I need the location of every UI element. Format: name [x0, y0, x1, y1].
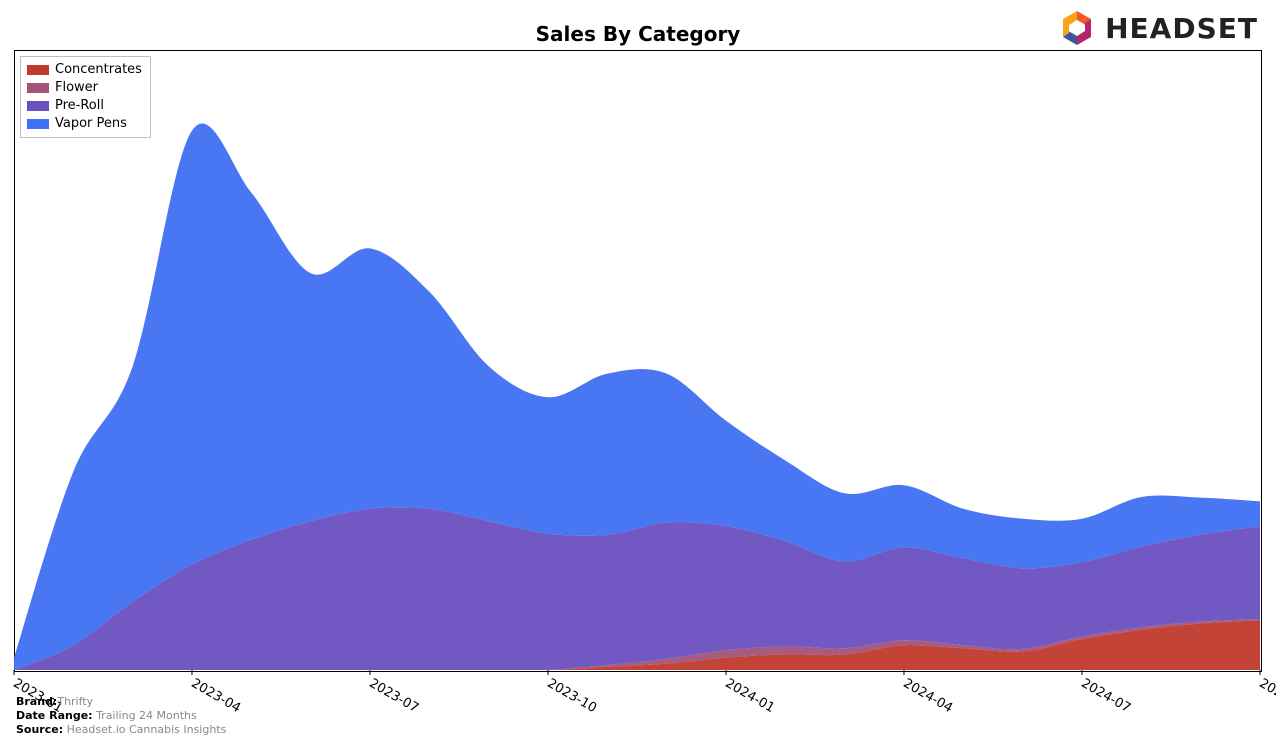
legend-swatch — [27, 119, 49, 129]
footer-range-label: Date Range: — [16, 709, 93, 722]
legend-swatch — [27, 101, 49, 111]
legend-label: Flower — [55, 79, 98, 97]
legend-entry: Pre-Roll — [27, 97, 142, 115]
legend-entry: Concentrates — [27, 61, 142, 79]
footer-source-value: Headset.io Cannabis Insights — [67, 723, 227, 736]
footer-range: Date Range: Trailing 24 Months — [16, 709, 226, 723]
footer-source-label: Source: — [16, 723, 63, 736]
footer-brand: Brand:Thrifty — [16, 695, 226, 709]
footer-range-value: Trailing 24 Months — [96, 709, 197, 722]
legend: ConcentratesFlowerPre-RollVapor Pens — [20, 56, 151, 138]
legend-entry: Flower — [27, 79, 142, 97]
legend-label: Concentrates — [55, 61, 142, 79]
footer-source: Source: Headset.io Cannabis Insights — [16, 723, 226, 737]
area-chart-svg — [0, 0, 1276, 743]
figure-root: HEADSET Sales By Category ConcentratesFl… — [0, 0, 1276, 743]
legend-label: Pre-Roll — [55, 97, 104, 115]
footer-brand-value: Thrifty — [57, 695, 93, 708]
legend-entry: Vapor Pens — [27, 115, 142, 133]
legend-label: Vapor Pens — [55, 115, 127, 133]
chart-footer: Brand:Thrifty Date Range: Trailing 24 Mo… — [16, 695, 226, 737]
legend-swatch — [27, 83, 49, 93]
footer-brand-label: Brand: — [16, 695, 57, 708]
legend-swatch — [27, 65, 49, 75]
